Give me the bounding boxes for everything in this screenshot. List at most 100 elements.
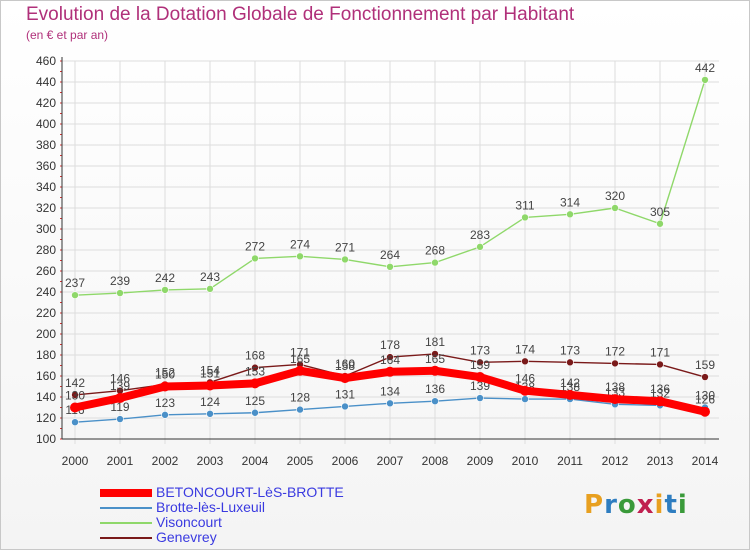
data-label: 132 <box>650 386 670 400</box>
x-tick-label: 2004 <box>242 454 269 468</box>
data-label: 119 <box>110 400 129 414</box>
data-point <box>521 213 529 222</box>
x-tick-label: 2003 <box>197 454 224 468</box>
data-label: 305 <box>650 205 670 219</box>
y-tick-label: 400 <box>36 117 56 131</box>
data-point <box>251 363 259 372</box>
data-point <box>251 408 259 417</box>
data-label: 159 <box>695 358 715 372</box>
data-label: 152 <box>155 365 175 379</box>
x-tick-label: 2010 <box>512 454 539 468</box>
data-point <box>386 262 394 271</box>
data-label: 154 <box>200 363 220 377</box>
data-point <box>655 396 665 407</box>
data-point <box>431 258 439 267</box>
x-tick-label: 2008 <box>422 454 449 468</box>
data-label: 146 <box>110 372 130 386</box>
data-label: 134 <box>380 384 400 398</box>
chart-subtitle: (en € et par an) <box>26 28 109 42</box>
data-label: 131 <box>335 387 355 401</box>
legend-swatch <box>100 537 152 539</box>
data-point <box>431 350 439 358</box>
data-point <box>206 409 214 418</box>
data-label: 136 <box>650 382 670 396</box>
x-tick-label: 2002 <box>152 454 179 468</box>
data-label: 146 <box>515 372 535 386</box>
data-point <box>341 402 349 411</box>
data-label: 171 <box>650 345 670 359</box>
data-label: 124 <box>200 395 220 409</box>
data-point <box>701 373 709 381</box>
data-point <box>71 291 79 299</box>
data-label: 123 <box>155 396 175 410</box>
data-label: 165 <box>290 352 310 366</box>
y-tick-label: 440 <box>36 75 56 89</box>
x-tick-label: 2012 <box>602 454 629 468</box>
legend-label: Genevrey <box>156 529 217 545</box>
data-point <box>160 381 170 392</box>
y-tick-label: 340 <box>36 180 56 194</box>
chart-title: Evolution de la Dotation Globale de Fonc… <box>26 4 575 25</box>
data-label: 153 <box>245 364 265 378</box>
data-label: 311 <box>515 198 534 212</box>
data-label: 130 <box>695 389 715 403</box>
data-point <box>296 252 304 261</box>
data-point <box>161 286 169 294</box>
data-label: 126 <box>695 393 715 407</box>
data-point <box>250 378 260 389</box>
data-label: 171 <box>290 345 310 359</box>
x-tick-label: 2014 <box>692 454 719 468</box>
y-tick-label: 420 <box>36 96 56 110</box>
data-label: 237 <box>65 276 85 290</box>
data-label: 442 <box>695 61 715 75</box>
logo-letter: r <box>604 490 618 520</box>
data-label: 136 <box>425 382 445 396</box>
data-point <box>116 415 124 423</box>
data-label: 283 <box>470 228 490 242</box>
data-point <box>611 204 619 212</box>
legend-swatch <box>100 522 152 524</box>
data-point <box>521 357 529 366</box>
data-point <box>430 365 440 376</box>
data-point <box>701 76 709 84</box>
logo-letter: o <box>617 490 637 520</box>
data-label: 173 <box>560 343 580 357</box>
data-label: 142 <box>560 376 580 390</box>
series-visoncourt: 237 239 242 243 272 274 271 264 268 283 311 314 320 3… <box>65 61 715 299</box>
data-label: 130 <box>65 389 85 403</box>
data-point <box>656 360 664 369</box>
data-point <box>295 365 305 376</box>
data-label: 271 <box>335 240 355 254</box>
series-brotte-l-s-luxeuil: 1161191231241251281311341361391381381331… <box>65 379 715 427</box>
data-label: 128 <box>290 391 310 405</box>
y-tick-label: 100 <box>36 432 56 446</box>
data-point <box>566 358 574 367</box>
data-point <box>340 373 350 384</box>
data-label: 314 <box>560 195 580 209</box>
data-label: 264 <box>380 248 400 262</box>
series-betoncourt-l-s-brotte: 130 139 150 151 153 165 158 164 165 159 146 142 138 1… <box>65 352 715 417</box>
logo-letter: i <box>677 490 688 520</box>
data-label: 173 <box>470 343 490 357</box>
data-point <box>251 254 259 263</box>
data-point <box>476 358 484 367</box>
x-tick-label: 2005 <box>287 454 314 468</box>
data-point <box>700 406 710 417</box>
y-tick-label: 180 <box>36 348 56 362</box>
data-label: 272 <box>245 239 265 253</box>
data-label: 164 <box>380 353 400 367</box>
y-tick-label: 460 <box>36 54 56 68</box>
logo-letter: t <box>664 490 678 520</box>
y-tick-label: 260 <box>36 264 56 278</box>
data-label: 174 <box>515 342 535 356</box>
legend-label: Brotte-lès-Luxeuil <box>156 499 265 515</box>
data-point <box>476 394 484 402</box>
data-point <box>521 395 529 403</box>
data-label: 274 <box>290 237 310 251</box>
data-label: 242 <box>155 271 175 285</box>
x-tick-label: 2000 <box>62 454 89 468</box>
data-label: 268 <box>425 244 445 258</box>
data-point <box>71 391 79 399</box>
data-label: 160 <box>335 357 355 371</box>
